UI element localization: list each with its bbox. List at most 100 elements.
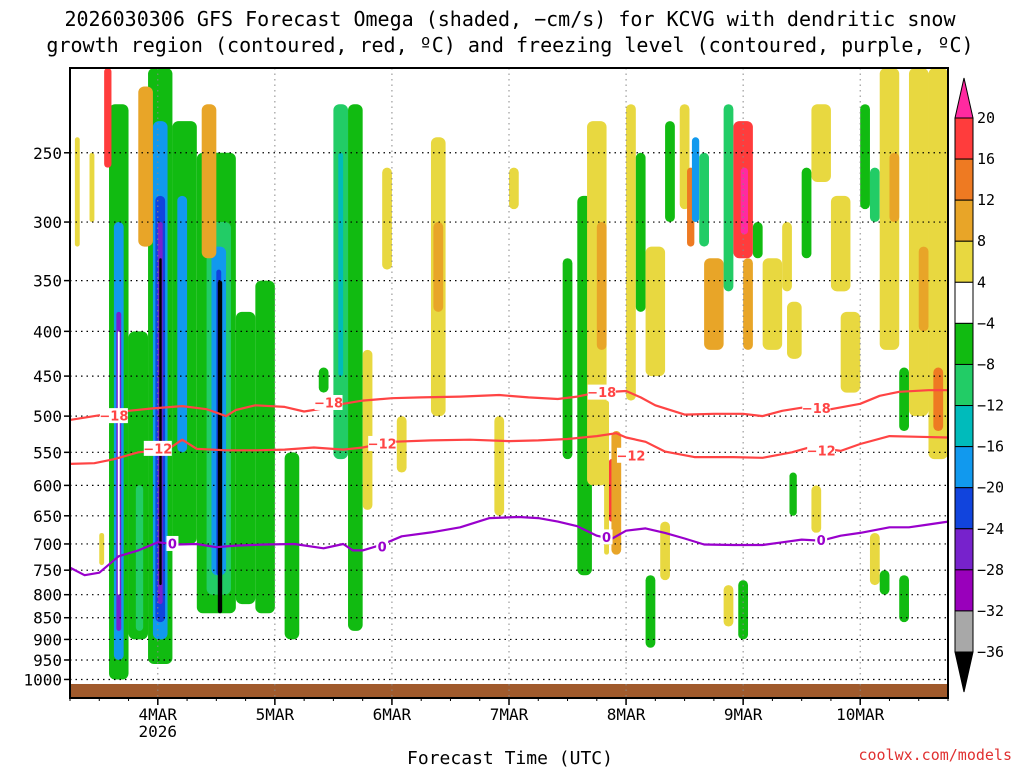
contour-label-bg — [815, 532, 828, 548]
contour-label-bg — [587, 384, 616, 400]
omega-cell — [596, 222, 607, 350]
omega-cell — [645, 575, 656, 648]
contour-label: −18 — [99, 410, 128, 425]
contour-labels: −18 −18 −18 −18 −12 −12 −12 −12 0 0 0 0 — [99, 384, 836, 556]
omega-cell — [635, 152, 646, 312]
x-tick-label: 4MAR — [139, 705, 178, 724]
omega-cell — [382, 167, 392, 270]
contour-label: 0 — [168, 537, 177, 552]
omega-cell — [691, 137, 700, 223]
contour-label: 0 — [817, 534, 826, 549]
omega-cell — [604, 400, 609, 555]
y-tick-label: 1000 — [23, 670, 62, 689]
omega-cell — [928, 68, 948, 460]
y-tick-label: 850 — [33, 609, 62, 628]
plot-area: −18 −18 −18 −18 −12 −12 −12 −12 0 0 0 0 — [69, 67, 949, 699]
x-tick-label: 5MAR — [256, 705, 295, 724]
y-tick-label: 350 — [33, 272, 62, 291]
omega-cell — [318, 367, 329, 393]
omega-cell — [626, 104, 636, 401]
omega-cell — [738, 580, 749, 640]
omega-cell — [562, 258, 573, 460]
contour-label-bg — [802, 400, 831, 416]
omega-cell — [860, 104, 870, 210]
omega-cell — [138, 86, 153, 247]
colorbar-label: −8 — [977, 355, 995, 373]
omega-cell — [752, 222, 763, 259]
colorbar-label: −24 — [977, 520, 1004, 538]
contour-label: −12 — [616, 449, 645, 464]
y-tick-label: 700 — [33, 535, 62, 554]
omega-cell — [918, 246, 929, 332]
omega-cell — [723, 585, 734, 627]
omega-cell — [509, 167, 519, 210]
colorbar-label: 12 — [977, 191, 995, 209]
y-tick-label: 750 — [33, 561, 62, 580]
contour-label-bg — [376, 539, 389, 555]
colorbar-label: −4 — [977, 314, 995, 332]
colorbar-swatch — [954, 610, 974, 653]
colorbar-label: 16 — [977, 150, 995, 168]
colorbar: 20 16 12 8 4 −4 −8 −12 −16 −20 −24 −28 −32 −36 — [954, 77, 1004, 693]
omega-cell — [782, 222, 792, 292]
omega-cell — [787, 301, 802, 359]
contour-label-bg — [166, 535, 179, 551]
colorbar-bottom-arrow — [954, 651, 974, 693]
omega-cell — [899, 367, 909, 432]
omega-cell — [830, 195, 851, 292]
colorbar-label: −28 — [977, 561, 1004, 579]
omega-cell — [665, 121, 675, 223]
contour-label-bg — [368, 435, 397, 451]
omega-cell — [660, 521, 670, 581]
y-tick-label: 600 — [33, 476, 62, 495]
x-tick-label: 6MAR — [373, 705, 412, 724]
contour-label: 0 — [602, 531, 611, 546]
omega-cell — [869, 532, 880, 586]
omega-cell — [135, 485, 144, 631]
contour-label: −12 — [807, 444, 836, 459]
x-tick-sublabel: 2026 — [139, 722, 178, 741]
omega-cell — [362, 349, 373, 510]
contour-label: −12 — [143, 442, 172, 457]
omega-cell — [889, 152, 900, 223]
colorbar-swatch — [954, 487, 974, 530]
x-axis-label: Forecast Time (UTC) — [407, 748, 613, 768]
contour-label: −12 — [368, 437, 397, 452]
contour-lines — [69, 389, 949, 577]
x-tick-label: 10MAR — [836, 705, 885, 724]
y-tick-label: 400 — [33, 322, 62, 341]
omega-cell — [879, 570, 890, 595]
omega-cell — [740, 167, 749, 235]
omega-cell — [74, 137, 80, 247]
omega-cell — [89, 152, 95, 223]
omega-cell — [177, 195, 188, 453]
omega-shading — [74, 68, 948, 680]
contour-label: −18 — [802, 402, 831, 417]
omega-cell — [789, 472, 797, 516]
omega-cell — [117, 331, 120, 595]
omega-cell — [811, 104, 831, 183]
omega-cell — [840, 311, 861, 393]
colorbar-label: −12 — [977, 397, 1004, 415]
omega-cell — [933, 367, 944, 432]
y-axis-ticks: 250 300 350 400 450 500 550 600 650 700 750 800 850 9… — [23, 144, 70, 689]
colorbar-label: −16 — [977, 438, 1004, 456]
contour-label-bg — [143, 440, 172, 456]
y-tick-label: 650 — [33, 507, 62, 526]
omega-cell — [284, 452, 300, 640]
dgz-minus18-contour — [69, 389, 948, 421]
contour-label: −18 — [314, 396, 343, 411]
x-tick-label: 9MAR — [724, 705, 763, 724]
colorbar-label: 20 — [977, 109, 995, 127]
contour-label-bg — [807, 442, 836, 458]
y-tick-label: 550 — [33, 443, 62, 462]
contour-label: 0 — [378, 541, 387, 556]
omega-cell — [908, 68, 929, 417]
omega-cell — [723, 104, 734, 292]
omega-cell — [338, 152, 344, 377]
y-tick-label: 950 — [33, 651, 62, 670]
credit-link[interactable]: coolwx.com/models — [858, 746, 1012, 764]
omega-cell — [159, 258, 162, 586]
